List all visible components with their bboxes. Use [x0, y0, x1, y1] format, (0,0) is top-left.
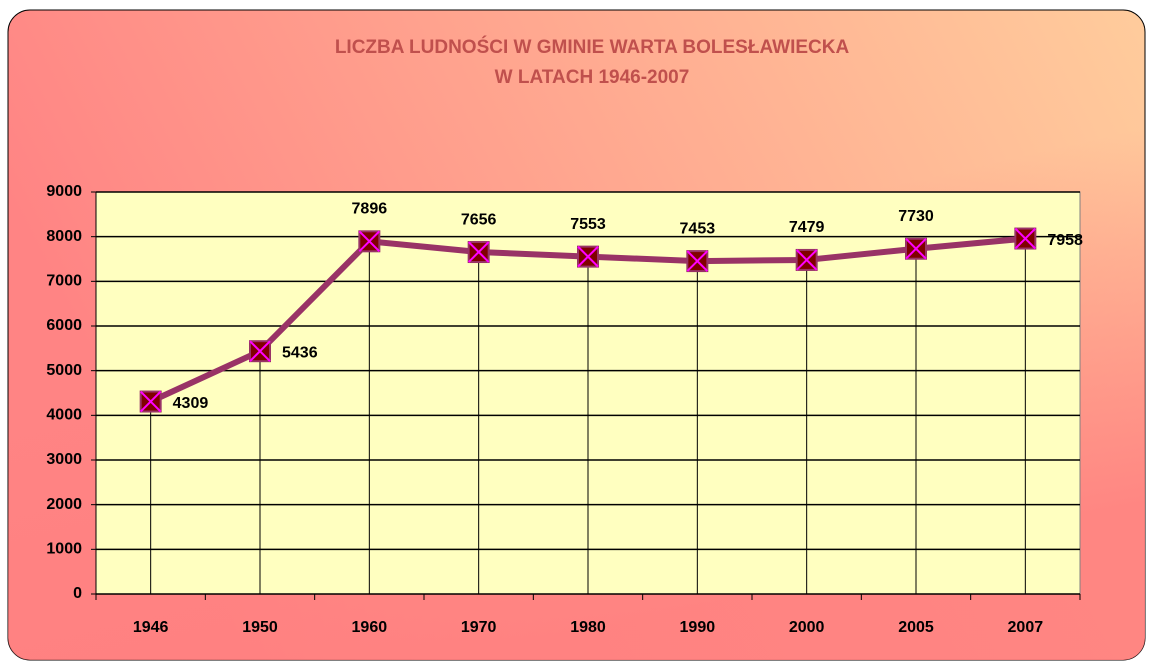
y-tick-label: 9000 — [46, 183, 82, 200]
y-tick-label: 8000 — [46, 228, 82, 245]
marker-cross — [905, 238, 927, 260]
y-tick-label: 3000 — [46, 451, 82, 468]
y-tick-label: 0 — [73, 585, 82, 602]
marker-cross — [467, 241, 490, 263]
y-tick-label: 2000 — [46, 496, 82, 513]
data-label: 4309 — [173, 395, 209, 412]
data-label: 7730 — [898, 208, 934, 225]
marker-cross — [795, 249, 818, 271]
x-tick-label: 1970 — [461, 619, 497, 636]
x-tick-label: 1946 — [133, 619, 169, 636]
y-tick-label: 4000 — [46, 407, 82, 424]
x-tick-label: 2000 — [789, 619, 825, 636]
x-tick-label: 1950 — [242, 619, 278, 636]
y-tick-label: 1000 — [46, 541, 82, 558]
marker-cross — [358, 230, 381, 253]
x-tick-label: 2005 — [898, 619, 934, 636]
marker-cross — [139, 390, 162, 413]
x-tick-label: 1990 — [680, 619, 716, 636]
chart-title: LICZBA LUDNOŚCI W GMINIE WARTA BOLESŁAWI… — [335, 36, 850, 58]
data-label: 7453 — [680, 220, 716, 237]
y-tick-label: 7000 — [46, 273, 82, 290]
x-tick-label: 1960 — [352, 619, 388, 636]
y-tick-label: 5000 — [46, 362, 82, 379]
marker-cross — [249, 340, 271, 362]
data-label: 7958 — [1047, 232, 1083, 249]
marker-cross — [577, 245, 599, 268]
data-label: 7896 — [352, 201, 388, 218]
chart-title: W LATACH 1946-2007 — [495, 67, 690, 88]
data-label: 7656 — [461, 211, 497, 228]
data-label: 5436 — [282, 344, 318, 361]
x-tick-label: 1980 — [570, 619, 606, 636]
y-tick-label: 6000 — [46, 317, 82, 334]
x-tick-label: 2007 — [1008, 619, 1044, 636]
marker-cross — [1014, 227, 1037, 250]
data-label: 7479 — [789, 219, 825, 236]
marker-cross — [686, 250, 709, 272]
data-label: 7553 — [570, 216, 606, 233]
